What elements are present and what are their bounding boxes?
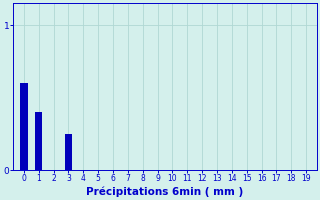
X-axis label: Précipitations 6min ( mm ): Précipitations 6min ( mm ) xyxy=(86,186,244,197)
Bar xyxy=(65,134,72,170)
Bar xyxy=(20,83,28,170)
Bar xyxy=(35,112,42,170)
